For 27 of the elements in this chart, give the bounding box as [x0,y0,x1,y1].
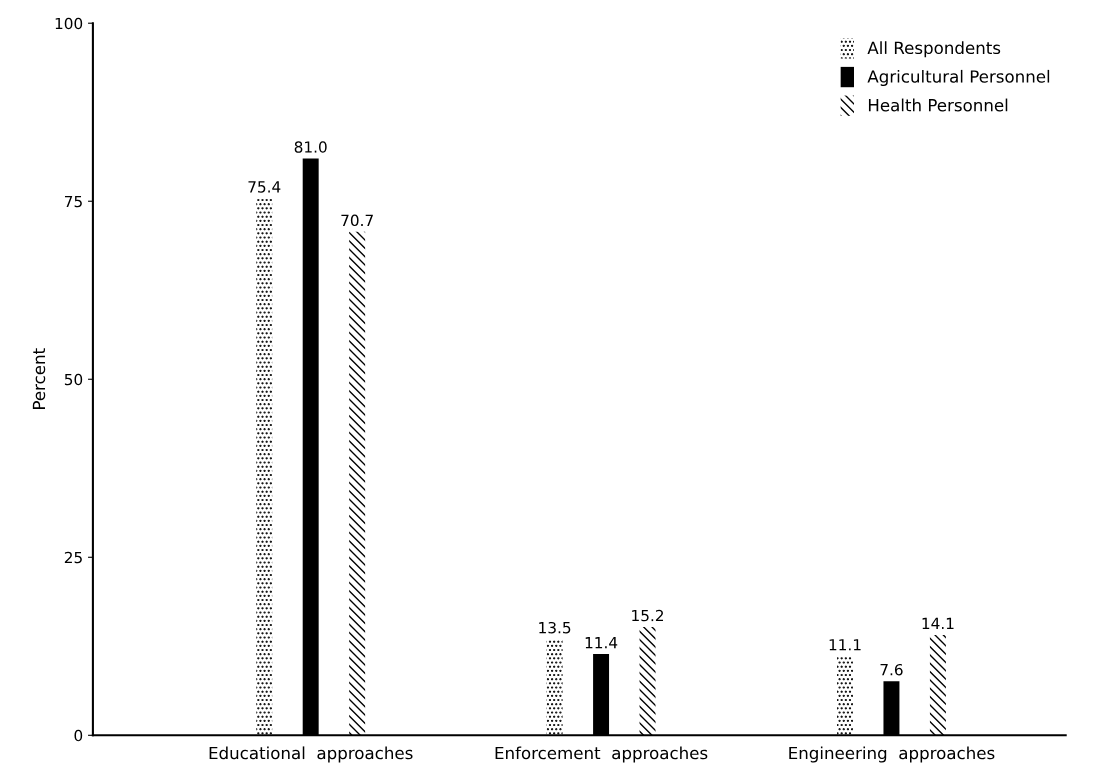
x-tick-label: Enforcement approaches [495,746,708,763]
data-label: 13.5 [539,621,571,634]
y-tick-label: 0 [74,729,83,742]
data-label: 81.0 [294,141,327,153]
y-tick-label: 50 [64,373,83,386]
data-label: 70.7 [341,214,373,227]
bar [929,634,946,736]
x-tick-label: Engineering approaches [789,746,995,763]
x-tick-label: Educational approaches [209,746,413,763]
legend-label: Health Personnel [868,98,1008,112]
bar [256,198,273,736]
bar [639,627,656,736]
data-label: 11.1 [829,639,861,651]
y-tick-label: 75 [65,195,82,208]
data-label: 11.4 [585,637,618,649]
data-label: 75.4 [248,181,281,193]
y-tick-label: 100 [55,17,83,30]
bar [837,656,853,736]
y-axis-title: Percent [32,348,46,409]
data-label: 15.2 [632,609,664,622]
data-label: 7.6 [880,663,903,676]
data-label: 14.1 [922,617,954,629]
bar [349,231,366,736]
y-tick-label: 25 [64,551,82,564]
bar [546,639,563,736]
legend-label: Agricultural Personnel [867,69,1050,87]
legend-label: All Respondents [867,41,1001,58]
